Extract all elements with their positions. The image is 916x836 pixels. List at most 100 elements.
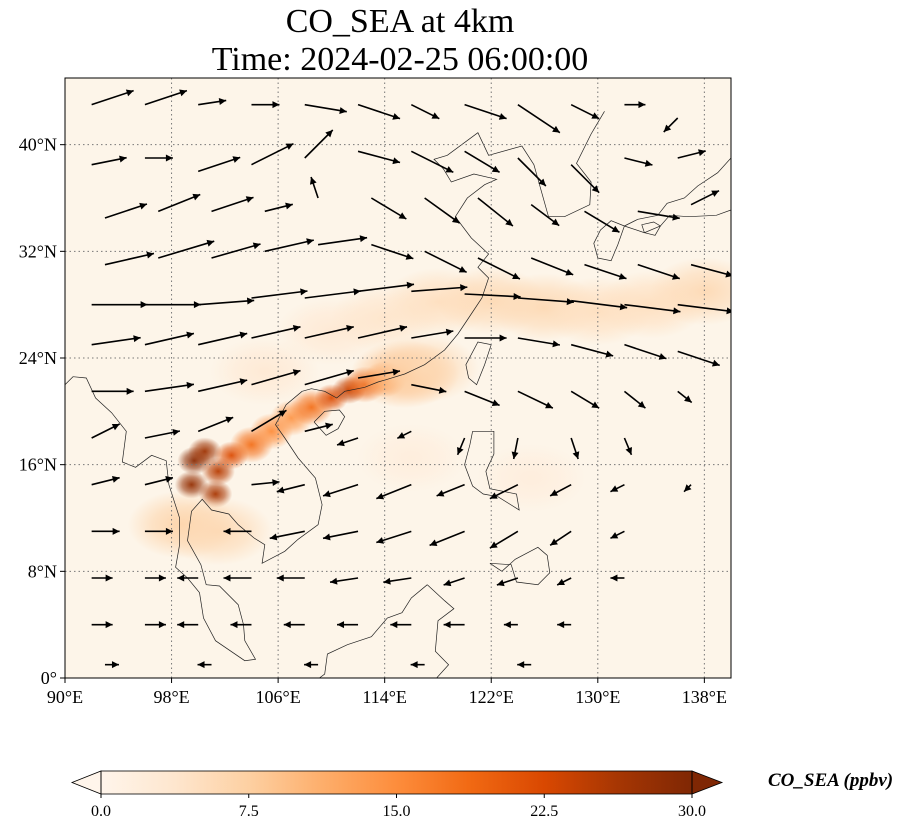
wind-arrow (424, 197, 461, 224)
wind-arrow (549, 483, 572, 497)
wind-arrow (464, 334, 507, 342)
wind-arrow (144, 331, 195, 346)
y-tick-label: 32°N (19, 241, 57, 261)
wind-arrow (322, 483, 359, 498)
wind-arrow (496, 577, 519, 587)
wind-arrow (677, 303, 731, 315)
wind-arrow (264, 202, 293, 213)
wind-arrow (283, 621, 305, 629)
wind-arrow (91, 423, 120, 439)
wind-arrow (91, 475, 120, 486)
wind-arrow (177, 574, 199, 582)
co-plume (476, 444, 586, 512)
wind-arrow (443, 621, 465, 629)
wind-arrow (517, 661, 532, 669)
wind-arrow (251, 101, 280, 109)
coastline (464, 430, 520, 511)
wind-arrow (411, 383, 447, 394)
wind-arrow (336, 437, 359, 447)
wind-arrow (677, 350, 720, 367)
wind-arrow (410, 661, 425, 669)
wind-arrow (198, 297, 255, 306)
wind-arrow (223, 527, 252, 535)
wind-arrow (383, 577, 412, 585)
wind-arrow (91, 155, 127, 166)
wind-arrow (230, 621, 252, 629)
wind-arrow (251, 288, 308, 299)
co-plume (370, 334, 480, 403)
coastline-layer (65, 111, 731, 678)
wind-arrow (264, 238, 314, 253)
wind-arrow (197, 661, 212, 669)
wind-arrow (556, 577, 572, 586)
wind-arrow (477, 197, 514, 227)
wind-arrow (91, 621, 113, 629)
wind-arrow (304, 422, 333, 433)
y-tick-label: 40°N (19, 135, 57, 155)
wind-arrow (503, 621, 518, 629)
wind-arrow (91, 301, 148, 309)
y-tick-label: 0° (41, 668, 57, 688)
wind-arrow (144, 89, 188, 106)
wind-arrow (557, 621, 572, 629)
wind-arrow (157, 193, 201, 213)
coastline (302, 111, 605, 399)
wind-arrow (570, 390, 600, 409)
wind-arrow (198, 378, 248, 393)
wind-arrow (570, 164, 600, 194)
wind-arrow (357, 281, 415, 293)
wind-arrow (144, 301, 201, 309)
coastline (624, 157, 731, 227)
wind-arrow (276, 483, 305, 494)
y-tick-label: 16°N (19, 455, 57, 475)
wind-arrow (443, 577, 465, 587)
y-tick-label: 8°N (28, 561, 57, 581)
wind-arrow (371, 243, 414, 260)
wind-arrow (304, 661, 319, 669)
wind-arrow (251, 324, 301, 339)
wind-arrow (211, 196, 254, 213)
wind-arrow (309, 176, 319, 199)
wind-arrow (410, 150, 454, 174)
wind-arrow (158, 239, 215, 259)
x-tick-label: 90°E (47, 687, 83, 707)
wind-arrow (683, 484, 692, 493)
wind-arrow (584, 210, 620, 234)
wind-arrow (517, 104, 561, 134)
wind-arrow (570, 437, 580, 460)
wind-arrow (570, 103, 600, 120)
wind-arrow (304, 369, 354, 386)
wind-arrow (396, 430, 412, 440)
colorbar-extend-max (691, 770, 724, 795)
wind-arrow (489, 483, 519, 500)
wind-arrow (429, 530, 465, 547)
wind-arrow (517, 297, 574, 306)
wind-arrow (517, 157, 547, 187)
colorbar-tick-label: 30.0 (678, 803, 706, 820)
wind-arrow (304, 324, 354, 339)
x-tick-label: 138°E (682, 687, 727, 707)
wind-arrow (370, 197, 407, 220)
wind-arrow (91, 335, 141, 346)
wind-arrow (624, 157, 653, 167)
wind-arrow (663, 117, 679, 133)
wind-arrow (304, 103, 347, 114)
wind-arrow (177, 621, 199, 629)
wind-arrow (144, 574, 166, 582)
y-tick-label: 24°N (19, 348, 57, 368)
wind-arrow (104, 251, 155, 266)
colorbar-gradient (101, 771, 692, 794)
wind-arrow (571, 299, 628, 311)
wind-arrow (91, 574, 113, 582)
colorbar-label: CO_SEA (ppbv) (768, 770, 894, 791)
wind-arrow (690, 263, 731, 278)
wind-arrow (104, 661, 119, 669)
wind-arrow (530, 204, 560, 227)
wind-arrow (251, 479, 280, 487)
wind-arrow (91, 527, 120, 535)
wind-arrow (322, 530, 359, 541)
wind-arrow (411, 328, 454, 339)
wind-arrow (251, 409, 287, 433)
colorbar-tick-label: 15.0 (383, 803, 411, 820)
wind-arrow (198, 331, 248, 346)
